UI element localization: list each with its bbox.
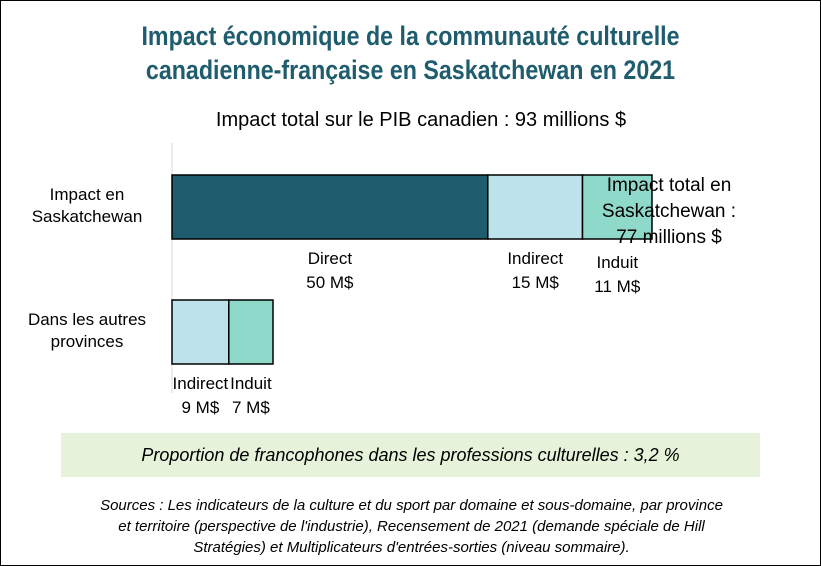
- saskatchewan-total-line-2: Saskatchewan :: [601, 201, 737, 222]
- segment-label-induit-1: Induit 7 M$: [230, 374, 272, 417]
- sources-line-3: Stratégies) et Multiplicateurs d'entrées…: [193, 539, 630, 556]
- chart-title: Impact économique de la communauté cultu…: [1, 19, 820, 87]
- bar-indirect-0: [487, 174, 584, 240]
- segment-label-indirect-1: Indirect 9 M$: [173, 374, 229, 417]
- saskatchewan-total-line-3: 77 millions $: [616, 227, 722, 248]
- bar-direct-0: [171, 174, 489, 240]
- segment-labels: Direct 50 M$ Indirect 15 M$ Induit 11 M$ Indir…: [173, 249, 641, 417]
- segment-label-direct-0: Direct 50 M$: [306, 249, 354, 292]
- saskatchewan-total-line-1: Impact total en: [606, 175, 732, 196]
- sources-note: Sources : Les indicateurs de la culture …: [13, 495, 810, 558]
- bar-induit-1: [228, 299, 274, 365]
- category-label-0: Impact en Saskatchewan: [32, 185, 143, 226]
- chart-title-line-2: canadienne-française en Saskatchewan en …: [145, 55, 676, 85]
- sources-line-1: Sources : Les indicateurs de la culture …: [100, 497, 723, 514]
- saskatchewan-total-impact: Impact total en Saskatchewan : 77 millio…: [579, 173, 759, 251]
- francophone-proportion-note: Proportion de francophones dans les prof…: [61, 433, 760, 477]
- segment-label-indirect-0: Indirect 15 M$: [507, 249, 563, 292]
- total-gdp-impact: Impact total sur le PIB canadien : 93 mi…: [215, 109, 627, 131]
- bar-induit-0: [581, 174, 653, 240]
- category-labels: Impact en Saskatchewan Dans les autres prov…: [28, 185, 146, 351]
- sources-line-2: et territoire (perspective de l'industri…: [118, 518, 705, 535]
- segment-label-induit-0: Induit 11 M$: [594, 253, 641, 296]
- chart-title-line-1: Impact économique de la communauté cultu…: [141, 21, 680, 51]
- category-label-1: Dans les autres provinces: [28, 310, 146, 351]
- bars-layer: [171, 174, 653, 365]
- bar-indirect-1: [171, 299, 230, 365]
- stacked-bar-chart: Impact en Saskatchewan Dans les autres prov…: [28, 143, 653, 417]
